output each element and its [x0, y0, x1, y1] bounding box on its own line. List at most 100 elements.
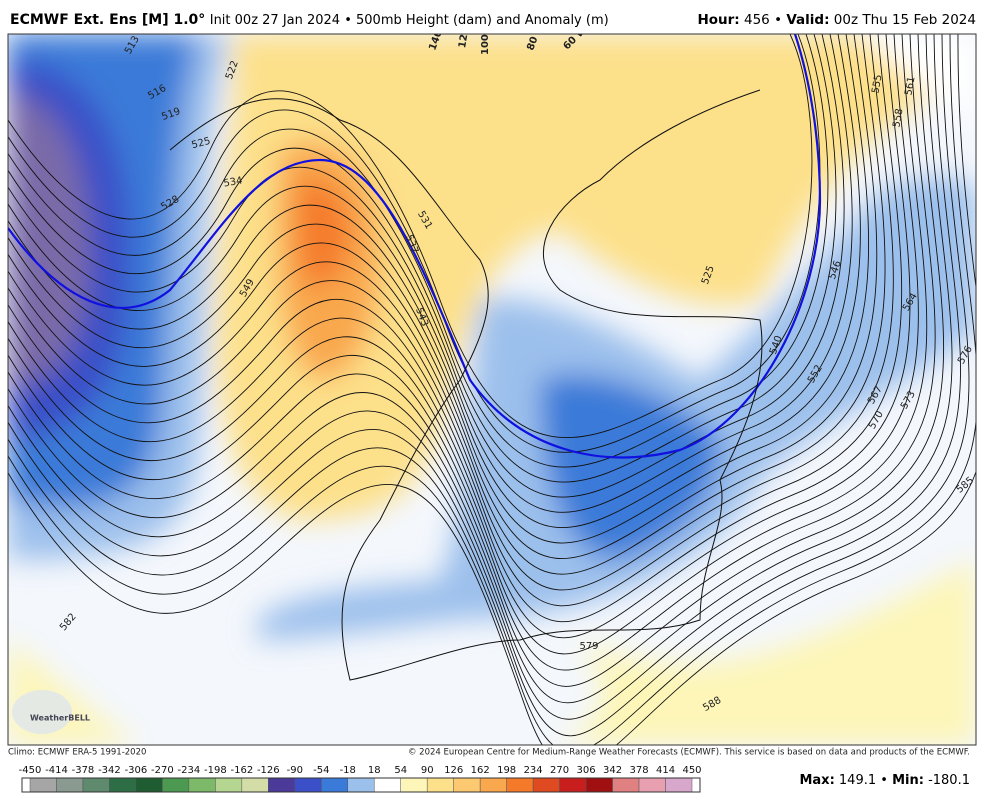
colorbar-tick-label: -234 [178, 765, 201, 776]
colorbar-tick-label: 270 [550, 765, 569, 776]
colorbar-tick-label: -306 [125, 765, 148, 776]
contour-line [8, 34, 928, 655]
logo: WeatherBELL [30, 714, 90, 723]
contour-line [8, 34, 953, 704]
contour-line [8, 34, 869, 544]
colorbar-tick-label: 234 [524, 765, 543, 776]
valid-label: Valid: [786, 12, 829, 28]
contour-label: 525 [190, 136, 211, 152]
colorbar-segment [612, 777, 640, 793]
colorbar-segment [453, 777, 481, 793]
contour-line [8, 34, 944, 687]
colorbar: -450 -414 -378 -342 -306 -270 -234 -198 -162 -126… [19, 765, 702, 793]
contour-line [8, 34, 911, 622]
contour-line [8, 34, 970, 737]
colorbar-segment [321, 777, 349, 793]
colorbar-segment [29, 777, 57, 793]
contour-line [8, 34, 961, 720]
valid: 00z Thu 15 Feb 2024 [834, 12, 976, 28]
colorbar-tick-label: 306 [577, 765, 596, 776]
colorbar-segment [294, 777, 322, 793]
contour-line [8, 34, 845, 498]
colorbar-tick-label: 450 [682, 765, 701, 776]
anomaly-shading [8, 34, 976, 745]
colorbar-segment [479, 777, 507, 793]
contour-line [8, 34, 886, 575]
max-min: Max: 149.1 • Min: -180.1 [799, 773, 970, 788]
colorbar-tick-label: -54 [313, 765, 329, 776]
colorbar-tick-label: 414 [656, 765, 675, 776]
height-contours [8, 34, 976, 745]
colorbar-tick-label: -414 [45, 765, 68, 776]
colorbar-segment [426, 777, 454, 793]
contour-540 [8, 34, 822, 459]
colorbar-segment [559, 777, 587, 793]
colorbar-tick-label: -450 [19, 765, 42, 776]
colorbar-segment [109, 777, 137, 793]
hour-label: Hour: [697, 12, 739, 28]
contour-line [8, 34, 919, 639]
colorbar-tick-label: -342 [98, 765, 121, 776]
colorbar-tick-label: 342 [603, 765, 622, 776]
colorbar-segment [373, 777, 401, 793]
contour-line [8, 34, 837, 483]
colorbar-segment [215, 777, 243, 793]
title: ECMWF Ext. Ens [M] 1.0° Init 00z 27 Jan … [10, 12, 609, 28]
contour-label: 534 [223, 175, 244, 189]
colorbar-segment [506, 777, 534, 793]
contour-line [8, 34, 829, 468]
coastline [169, 89, 763, 681]
map: 140 W 120 W 100 W 80 W 60 W51351651952552253… [8, 20, 976, 745]
colorbar-tick-label: -18 [340, 765, 356, 776]
colorbar-segment [347, 777, 375, 793]
colorbar-segment [82, 777, 110, 793]
contour-line [8, 34, 976, 745]
separator: • [880, 773, 888, 788]
contour-line [8, 34, 894, 591]
min-label: Min: [892, 773, 924, 788]
colorbar-segment [638, 777, 666, 793]
colorbar-tick-label: 54 [394, 765, 407, 776]
colorbar-segment [585, 777, 613, 793]
contour-line [8, 34, 936, 671]
contour-label: 561 [903, 76, 917, 97]
contour-label: 555 [870, 74, 884, 95]
hour: 456 [744, 12, 770, 28]
colorbar-tick-label: 378 [629, 765, 648, 776]
colorbar-tick-label: -378 [72, 765, 95, 776]
contour-line [8, 34, 853, 513]
colorbar-frame [21, 777, 701, 793]
max: 149.1 [839, 773, 876, 788]
colorbar-tick-label: -90 [287, 765, 303, 776]
contour-line [8, 34, 861, 528]
contour-line [8, 34, 976, 745]
contour-line [8, 34, 878, 559]
colorbar-tick-label: -126 [257, 765, 280, 776]
climo-note: Climo: ECMWF ERA-5 1991-2020 [8, 748, 146, 758]
colorbar-tick-label: 126 [444, 765, 463, 776]
title-bold: ECMWF Ext. Ens [M] 1.0° [10, 12, 205, 28]
colorbar-segment [188, 777, 216, 793]
max-label: Max: [799, 773, 834, 788]
colorbar-tick-label: -198 [204, 765, 227, 776]
colorbar-segment [532, 777, 560, 793]
colorbar-tick-label: 162 [471, 765, 490, 776]
title-rest: Init 00z 27 Jan 2024 • 500mb Height (dam… [210, 13, 609, 28]
colorbar-segment [400, 777, 428, 793]
separator: • [774, 12, 782, 28]
contour-label: 579 [579, 641, 598, 652]
contour-line [8, 34, 903, 607]
min: -180.1 [928, 773, 970, 788]
colorbar-segment [56, 777, 84, 793]
longitude-label: 100 W [480, 20, 491, 55]
contour-line [8, 34, 813, 438]
colorbar-tick-label: 90 [421, 765, 434, 776]
colorbar-segment [135, 777, 163, 793]
colorbar-tick-label: 198 [497, 765, 516, 776]
logo-mark [12, 690, 72, 734]
colorbar-tick-label: -162 [230, 765, 253, 776]
colorbar-segment [162, 777, 190, 793]
colorbar-segment [268, 777, 296, 793]
contour-label: 558 [891, 108, 905, 129]
